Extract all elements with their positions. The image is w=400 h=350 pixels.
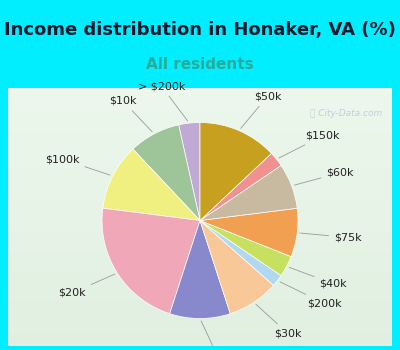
Text: > $200k: > $200k [138,81,188,121]
Text: $30k: $30k [256,304,302,338]
Wedge shape [179,122,200,220]
Text: $200k: $200k [280,282,342,308]
Text: $40k: $40k [289,267,347,289]
Wedge shape [200,208,298,257]
Wedge shape [200,122,272,220]
Text: Income distribution in Honaker, VA (%): Income distribution in Honaker, VA (%) [4,21,396,39]
Wedge shape [200,153,281,220]
Text: $10k: $10k [109,96,152,132]
Wedge shape [133,125,200,220]
Text: $75k: $75k [300,232,362,243]
Wedge shape [103,149,200,220]
Text: All residents: All residents [146,57,254,72]
Text: $60k: $60k [294,168,354,185]
Text: $125k: $125k [200,321,235,350]
Text: $150k: $150k [279,131,340,158]
Wedge shape [200,220,291,275]
Wedge shape [102,208,200,314]
Wedge shape [170,220,230,318]
Text: ⓘ City-Data.com: ⓘ City-Data.com [310,109,382,118]
Wedge shape [200,220,274,314]
Text: $100k: $100k [45,154,110,175]
Text: $50k: $50k [241,91,281,128]
Wedge shape [200,220,281,285]
Wedge shape [200,166,297,220]
Text: $20k: $20k [58,274,115,298]
